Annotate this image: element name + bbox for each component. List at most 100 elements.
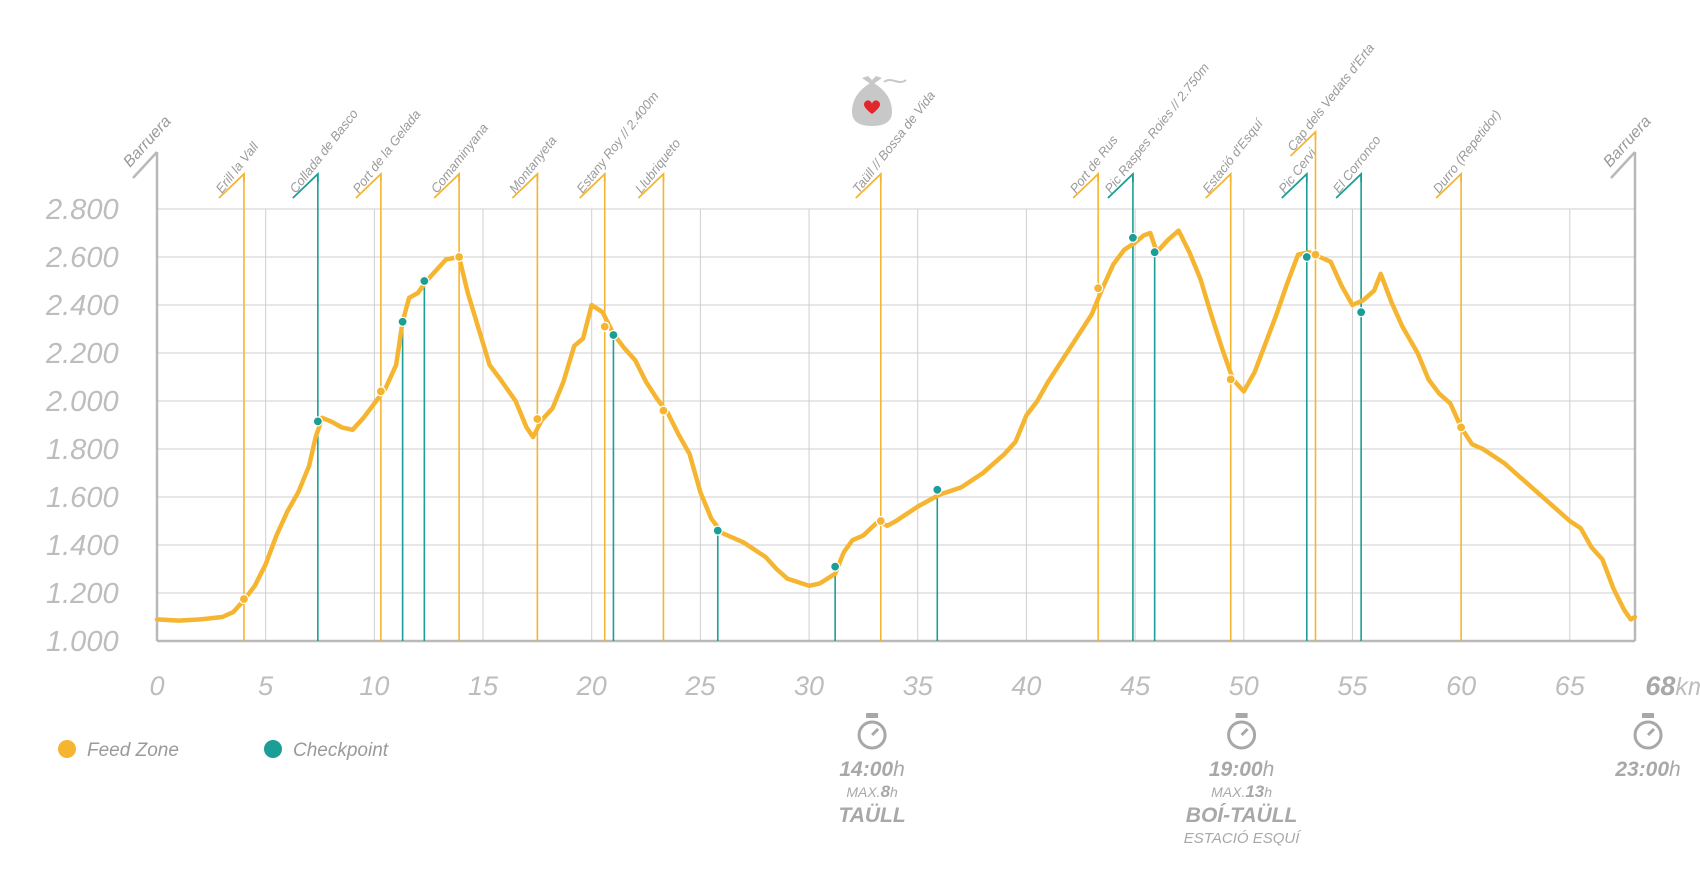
y-tick-label: 2.400 (45, 290, 119, 322)
marker-flag (1281, 171, 1308, 199)
marker-label: El Corronco (1330, 133, 1384, 196)
marker-label: Durro (Repetidor) (1430, 107, 1504, 196)
feed-zone-dot (875, 515, 886, 527)
checkpoint-dot (932, 484, 943, 495)
checkpoint-dot (1301, 251, 1312, 263)
cutoff-time: 23:00h (1614, 758, 1680, 781)
y-tick-label: 1.800 (46, 434, 119, 466)
x-tick-label: 10 (359, 671, 389, 701)
marker-label: Collada de Basco (286, 106, 361, 196)
stopwatch-icon (857, 713, 887, 750)
marker-flag (1435, 171, 1463, 199)
x-tick-label: 65 (1555, 671, 1586, 701)
feed-zone-dot (375, 386, 386, 397)
marker-label: Llubriqueto (632, 136, 683, 196)
checkpoint-dot (397, 316, 408, 327)
feed-zone-dot (1310, 249, 1321, 260)
feed-zone-dot (532, 413, 543, 425)
feed-zone-dot (1093, 283, 1104, 294)
x-tick-label: 55 (1337, 671, 1368, 701)
profile-line (154, 228, 1638, 623)
marker-flag (1072, 171, 1100, 199)
feed-zone-dot (1456, 422, 1467, 433)
marker-label: Cap dels Vedats d'Erta (1284, 41, 1377, 154)
stopwatch-icon (1633, 713, 1663, 750)
marker-flag (855, 171, 882, 199)
marker-label: Erill la Vall (212, 138, 262, 196)
feed-zone-dot (238, 593, 250, 605)
x-tick-label: 45 (1120, 671, 1151, 701)
legend: Feed Zone Checkpoint (58, 740, 389, 761)
cutoff-time: 19:00h (1209, 758, 1274, 781)
marker-flag (1205, 171, 1232, 199)
legend-label: Checkpoint (293, 740, 389, 761)
y-tick-label: 1.400 (46, 530, 119, 562)
x-tick-label: 40 (1011, 671, 1041, 701)
feed-zone-dot (599, 321, 610, 332)
x-tick-label: 35 (903, 671, 934, 701)
marker-dots (238, 232, 1467, 605)
y-tick-label: 2.000 (45, 386, 119, 418)
checkpoint-dot (1356, 307, 1367, 318)
end-label: Barruera (1600, 113, 1654, 171)
x-tick-label: 25 (684, 671, 716, 701)
marker-flag (292, 171, 319, 199)
y-tick-label: 2.600 (45, 242, 119, 274)
cutoff-max: MAX.13h (1211, 782, 1272, 801)
marker-flag (433, 171, 461, 199)
cutoff-sub: ESTACIÓ ESQUÍ (1184, 830, 1302, 847)
x-axis-ticks: 0 5 10 15 20 25 30 35 40 45 50 55 60 65 68km (149, 671, 1700, 701)
marker-flag (1107, 171, 1134, 199)
y-tick-label: 1.000 (46, 626, 119, 658)
x-tick-label: 0 (149, 671, 164, 701)
marker-label: Pic Raspes Roies // 2.750m (1101, 60, 1212, 196)
checkpoint-dot (1127, 232, 1139, 243)
cutoff-place: TAÜLL (838, 804, 905, 827)
x-tick-label: 20 (576, 671, 607, 701)
checkpoint-dot (712, 525, 723, 536)
cutoff-place: BOÍ-TAÜLL (1186, 804, 1298, 827)
marker-flag (511, 171, 539, 199)
x-end-value: 68 (1645, 671, 1675, 701)
elevation-line (154, 228, 1638, 623)
legend-label: Feed Zone (87, 740, 179, 761)
marker-flag (579, 171, 606, 199)
legend-feed-dot (58, 740, 76, 758)
y-axis-ticks: 1.000 1.200 1.400 1.600 1.800 2.000 2.200 2.400… (45, 194, 119, 658)
checkpoint-dot (830, 561, 841, 572)
feed-zone-dot (658, 405, 669, 416)
heart-bag-icon (852, 76, 907, 126)
x-end-unit: km (1675, 673, 1700, 701)
marker-label: Port de la Gelada (349, 107, 423, 196)
feed-zone-dot (454, 251, 465, 263)
x-end-label: 68km (1645, 671, 1700, 701)
cutoff-max: MAX.8h (846, 782, 898, 801)
marker-flag (355, 171, 382, 199)
feed-zone-dot (1225, 374, 1236, 385)
checkpoint-dot (1149, 247, 1160, 258)
checkpoint-dot (608, 329, 619, 341)
marker-flag (1335, 171, 1363, 199)
marker-label: Estació d'Esquí (1199, 115, 1267, 196)
marker-flag (1289, 129, 1317, 157)
checkpoint-dot (419, 275, 430, 287)
y-tick-label: 2.800 (45, 194, 119, 226)
end-flag (1610, 151, 1636, 179)
y-tick-label: 1.200 (46, 578, 119, 610)
start-flag (132, 151, 158, 179)
x-tick-label: 30 (794, 671, 824, 701)
stopwatch-icon (1227, 713, 1257, 750)
y-tick-label: 2.200 (45, 338, 119, 370)
y-tick-label: 1.600 (46, 482, 119, 514)
marker-flag (637, 171, 665, 199)
x-tick-label: 5 (258, 671, 274, 701)
marker-label: Pic Cervi (1275, 145, 1320, 196)
checkpoint-dot (312, 416, 323, 427)
x-tick-label: 60 (1446, 671, 1476, 701)
legend-checkpoint-dot (264, 740, 282, 758)
marker-flag (218, 171, 245, 199)
cutoff-time: 14:00h (839, 758, 904, 781)
